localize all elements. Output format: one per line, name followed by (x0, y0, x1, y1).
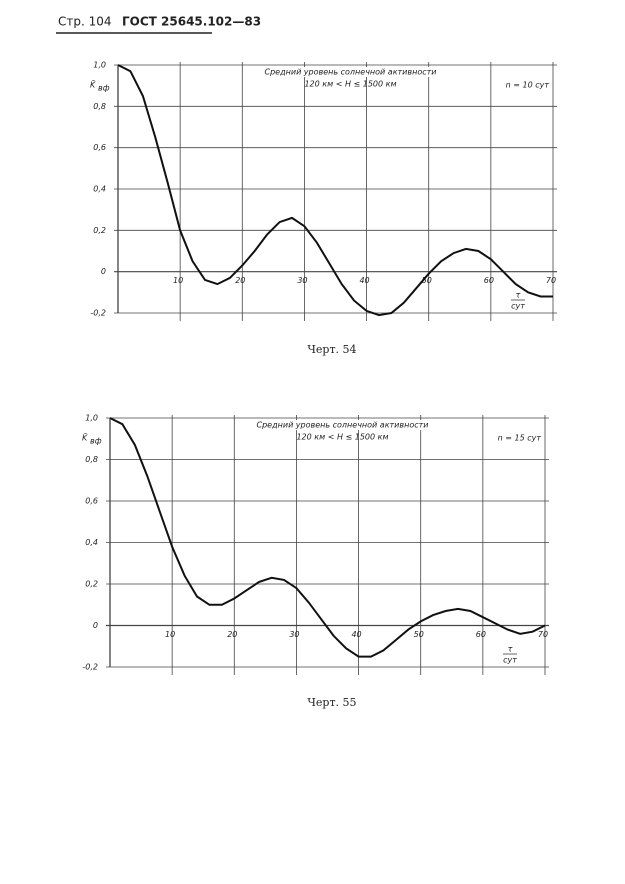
x-tick-label: 60 (484, 276, 494, 285)
y-tick-label: 1,0 (93, 61, 106, 70)
y-tick-label: 0 (93, 621, 98, 630)
x-tick-label: 20 (235, 276, 245, 285)
x-tick-label: 60 (476, 630, 486, 639)
x-label-numerator: τ (516, 291, 521, 300)
y-tick-label: -0,2 (82, 663, 98, 672)
x-tick-label: 30 (289, 630, 299, 639)
annotation-bg (511, 80, 551, 90)
x-label-denominator: сут (503, 656, 517, 665)
caption: Черт. 55 (307, 696, 356, 709)
x-tick-label: 40 (351, 630, 361, 639)
x-tick-label: 50 (414, 630, 424, 639)
curve (117, 64, 553, 317)
x-label-denominator: сут (511, 302, 525, 311)
x-label-numerator: τ (508, 645, 513, 654)
title-bg (254, 420, 431, 430)
y-tick-label: 1,0 (85, 414, 98, 423)
x-tick-label: 50 (422, 276, 432, 285)
chart-subtitle: 120 км < H ≤ 1500 км (296, 433, 388, 442)
y-label-subscript: вф (98, 84, 110, 93)
y-tick-label: -0,2 (90, 309, 106, 318)
standard-number: ГОСТ 25645.102—83 (122, 15, 261, 29)
x-tick-label: 30 (297, 276, 307, 285)
x-tick-label: 10 (173, 276, 183, 285)
annotation-bg (503, 433, 543, 443)
annotation: n = 15 сут (498, 434, 542, 443)
caption: Черт. 54 (307, 343, 356, 356)
title-bg (262, 67, 439, 77)
y-label-subscript: вф (90, 437, 102, 446)
x-tick-label: 20 (227, 630, 237, 639)
page-number: Стр. 104 (58, 15, 112, 29)
y-tick-label: 0,8 (85, 455, 98, 464)
chart-title: Средний уровень солнечной активности (265, 68, 437, 77)
y-tick-label: 0 (101, 267, 106, 276)
y-tick-label: 0,6 (93, 143, 106, 152)
y-label: K̄ (90, 79, 96, 89)
y-tick-label: 0,2 (93, 226, 106, 235)
curve (109, 417, 546, 658)
y-tick-label: 0,2 (85, 580, 98, 589)
y-tick-label: 0,6 (85, 497, 98, 506)
x-tick-label: 70 (538, 630, 548, 639)
x-tick-label: 70 (546, 276, 556, 285)
y-label: K̄ (82, 432, 88, 442)
y-tick-label: 0,4 (85, 538, 98, 547)
chart-subtitle: 120 км < H ≤ 1500 км (304, 80, 396, 89)
chart-title: Средний уровень солнечной активности (257, 421, 429, 430)
x-tick-label: 10 (165, 630, 175, 639)
annotation: n = 10 сут (506, 81, 550, 90)
y-tick-label: 0,8 (93, 102, 106, 111)
x-tick-label: 40 (359, 276, 369, 285)
y-tick-label: 0,4 (93, 185, 106, 194)
